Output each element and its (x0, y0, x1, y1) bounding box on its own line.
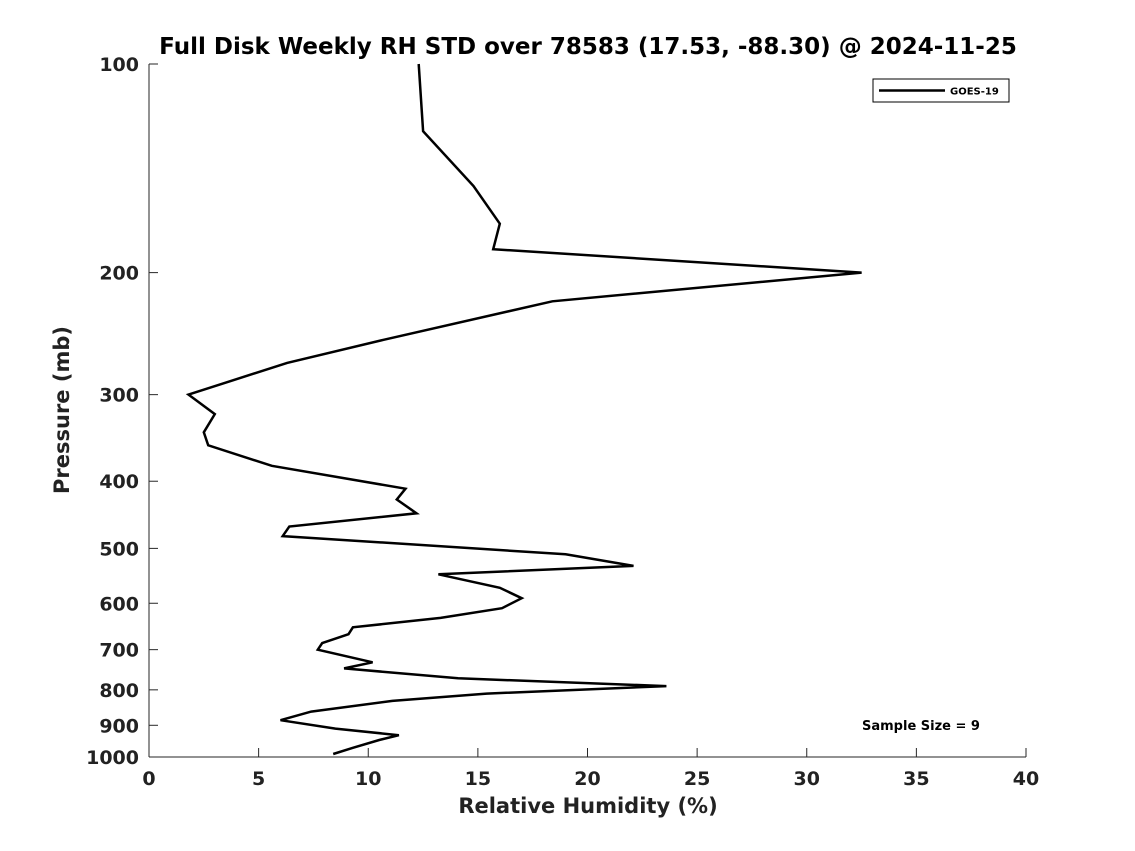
x-tick-label: 35 (903, 768, 929, 790)
y-tick-label: 700 (99, 640, 139, 662)
chart-title: Full Disk Weekly RH STD over 78583 (17.5… (159, 34, 1017, 60)
x-tick-label: 5 (252, 768, 265, 790)
sample-size-annotation: Sample Size = 9 (862, 719, 980, 734)
x-tick-label: 40 (1013, 768, 1039, 790)
x-tick-label: 10 (355, 768, 381, 790)
x-axis-label: Relative Humidity (%) (458, 794, 717, 818)
y-axis-ticks: 100 200 300 400 500 600 700 800 900 1000 (86, 54, 158, 769)
y-axis-label: Pressure (mb) (50, 326, 74, 494)
y-tick-label: 900 (99, 715, 139, 737)
series-line-goes-19 (185, 63, 862, 756)
legend-label: GOES-19 (950, 87, 999, 98)
x-tick-label: 15 (465, 768, 491, 790)
x-tick-label: 30 (794, 768, 820, 790)
y-tick-label: 500 (99, 538, 139, 560)
x-tick-label: 25 (684, 768, 710, 790)
y-tick-label: 800 (99, 680, 139, 702)
x-tick-label: 0 (142, 768, 155, 790)
y-tick-label: 200 (99, 263, 139, 285)
y-tick-label: 300 (99, 385, 139, 407)
legend: GOES-19 (872, 78, 1010, 103)
series-layer (185, 63, 862, 756)
y-tick-label: 1000 (86, 747, 139, 769)
x-axis-ticks: 0 5 10 15 20 25 30 35 40 (142, 748, 1039, 790)
y-tick-label: 600 (99, 593, 139, 615)
y-tick-label: 100 (99, 54, 139, 76)
x-tick-label: 20 (574, 768, 600, 790)
y-tick-label: 400 (99, 471, 139, 493)
